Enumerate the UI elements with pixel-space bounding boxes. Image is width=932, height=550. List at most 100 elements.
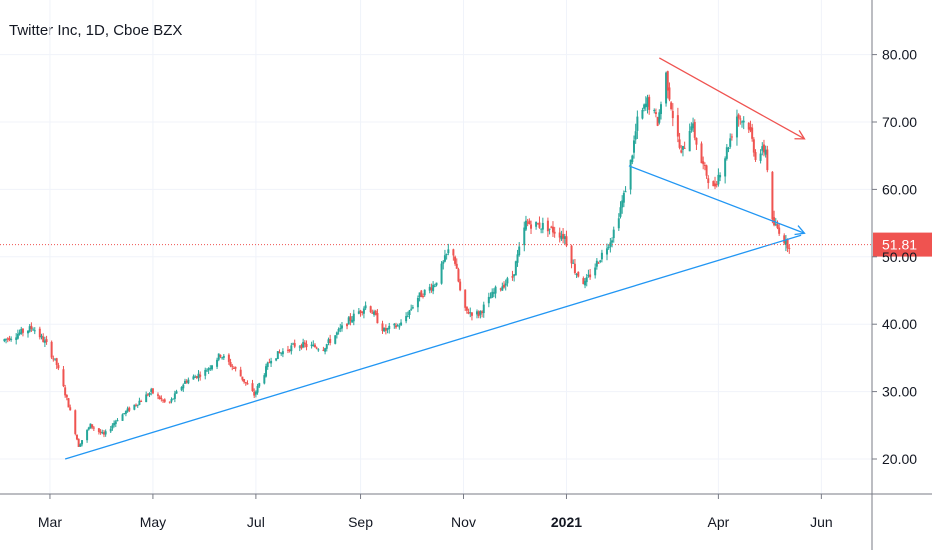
candle-body — [440, 263, 443, 284]
trend-line-2 — [628, 165, 805, 234]
candle-body — [227, 354, 230, 362]
candle-body — [187, 379, 190, 384]
candle-body — [408, 310, 411, 315]
candle-body — [690, 126, 693, 131]
candle-body — [747, 122, 750, 130]
candle-body — [492, 292, 495, 294]
x-tick-label: Jul — [247, 514, 265, 530]
candle-body — [551, 226, 554, 233]
candle-body — [172, 398, 175, 400]
candle-body — [776, 224, 779, 228]
candle-body — [205, 370, 208, 372]
candle-body — [8, 338, 11, 341]
candle-body — [514, 261, 517, 276]
candle-body — [411, 307, 414, 309]
candle-body — [251, 383, 254, 392]
candle-body — [263, 375, 266, 384]
candle-body — [774, 223, 777, 225]
candle-body — [643, 104, 646, 109]
candle-body — [621, 200, 624, 208]
x-tick-label: Nov — [451, 514, 476, 530]
candle-body — [406, 315, 409, 317]
candle-body — [771, 171, 774, 220]
candle-body — [421, 295, 424, 297]
chart-title: Twitter Inc, 1D, Cboe BZX — [9, 22, 183, 39]
candle-body — [707, 178, 710, 184]
candle-body — [442, 261, 445, 264]
candle-body — [231, 365, 234, 367]
y-tick-label: 80.00 — [882, 47, 917, 63]
candle-body — [28, 326, 31, 332]
trend-lines[interactable] — [64, 57, 806, 460]
candle-body — [423, 289, 426, 296]
y-tick-label: 40.00 — [882, 316, 917, 332]
candle-body — [327, 339, 330, 343]
candle-body — [244, 381, 247, 383]
candle-body — [376, 313, 379, 324]
candle-body — [585, 277, 588, 283]
candle-body — [575, 273, 578, 276]
candle-body — [572, 262, 575, 264]
candle-body — [553, 231, 556, 234]
candle-body — [217, 353, 220, 360]
candle-body — [617, 218, 620, 229]
candle-body — [582, 278, 585, 285]
candle-body — [10, 338, 13, 340]
x-tick-label: Sep — [348, 514, 373, 530]
candle-body — [55, 358, 58, 365]
candle-body — [79, 444, 82, 447]
candle-body — [656, 117, 659, 126]
candle-body — [587, 275, 590, 277]
candle-body — [700, 143, 703, 164]
candle-body — [111, 425, 114, 429]
candle-body — [303, 342, 306, 345]
candle-body — [69, 407, 72, 411]
candle-body — [573, 263, 576, 274]
candle-body — [292, 343, 295, 345]
trend-line-1 — [64, 234, 802, 460]
candle-body — [210, 365, 213, 370]
candle-body — [290, 345, 293, 352]
candle-body — [665, 72, 668, 104]
candle-body — [714, 183, 717, 187]
candle-body — [351, 319, 354, 323]
candle-body — [501, 286, 504, 291]
candle-body — [695, 137, 698, 145]
candle-body — [754, 152, 757, 160]
candle-body — [654, 112, 657, 115]
candle-body — [540, 228, 543, 230]
candle-body — [373, 311, 376, 315]
candle-body — [5, 338, 8, 340]
candle-body — [126, 408, 129, 412]
candle-body — [432, 284, 435, 292]
candle-body — [678, 139, 681, 148]
y-tick-label: 50.00 — [882, 249, 917, 265]
candle-body — [102, 432, 105, 435]
candle-body — [101, 432, 104, 434]
candle-body — [121, 414, 124, 421]
candle-body — [258, 383, 261, 387]
candle-body — [516, 254, 519, 263]
candle-body — [600, 252, 603, 260]
candle-body — [454, 256, 457, 264]
candle-body — [641, 109, 644, 119]
candle-body — [221, 357, 224, 359]
candle-body — [518, 246, 521, 256]
candle-body — [658, 112, 661, 123]
candle-body — [644, 103, 647, 108]
candle-body — [705, 165, 708, 176]
candle-body — [239, 369, 242, 377]
candle-body — [281, 351, 284, 355]
candle-body — [310, 344, 313, 346]
candle-body — [783, 235, 786, 244]
candle-body — [487, 296, 490, 304]
candle-body — [670, 102, 673, 110]
candle-body — [589, 274, 592, 278]
candle-body — [479, 310, 482, 315]
candle-body — [197, 373, 200, 379]
candle-body — [491, 291, 494, 298]
candle-body — [54, 358, 57, 360]
candle-body — [349, 316, 352, 321]
candle-body — [369, 306, 372, 313]
